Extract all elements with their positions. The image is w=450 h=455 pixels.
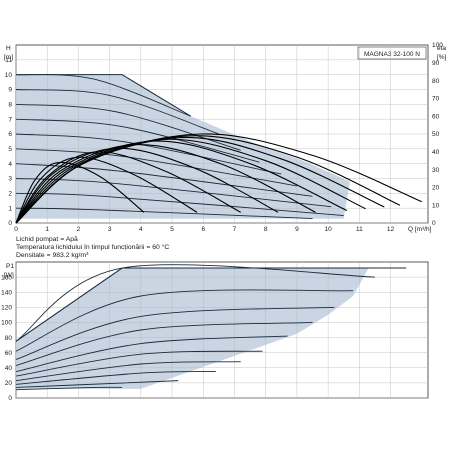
x-tick-label: 11 bbox=[356, 226, 363, 233]
x-tick-label: 6 bbox=[201, 226, 205, 233]
y2-axis-unit-eta: [%] bbox=[437, 54, 447, 61]
efficiency-curve bbox=[15, 151, 241, 224]
y-axis-symbol-p1: P1 bbox=[6, 263, 14, 270]
y-tick-label: 100 bbox=[1, 320, 12, 327]
y-tick-label: 160 bbox=[1, 274, 12, 281]
y-tick-label: 6 bbox=[8, 131, 12, 138]
max-curve-line bbox=[16, 74, 192, 117]
efficiency-curve bbox=[15, 161, 145, 224]
y2-tick-label: 50 bbox=[432, 131, 440, 138]
head-curve bbox=[15, 118, 260, 163]
y2-axis-symbol-eta: eta bbox=[437, 45, 446, 52]
efficiency-curve bbox=[15, 140, 348, 224]
y-tick-label: 3 bbox=[8, 176, 12, 183]
power-curve bbox=[15, 264, 375, 342]
y-tick-label: 8 bbox=[8, 102, 12, 109]
power-curve bbox=[15, 306, 335, 360]
power-curve bbox=[15, 371, 216, 385]
x-tick-label: 0 bbox=[14, 226, 18, 233]
efficiency-curve bbox=[15, 138, 366, 224]
y-tick-label: 40 bbox=[5, 365, 13, 372]
x-tick-label: 8 bbox=[264, 226, 268, 233]
y2-tick-label: 90 bbox=[432, 60, 440, 67]
y-tick-label: 0 bbox=[8, 220, 12, 227]
x-tick-label: 4 bbox=[139, 226, 143, 233]
power-curve bbox=[15, 386, 123, 391]
power-curve bbox=[15, 335, 288, 372]
y-tick-label: 2 bbox=[8, 191, 12, 198]
y2-tick-label: 0 bbox=[432, 220, 436, 227]
y2-tick-label: 70 bbox=[432, 96, 440, 103]
x-tick-label: 7 bbox=[233, 226, 237, 233]
efficiency-curve bbox=[15, 144, 316, 224]
head-operating-area bbox=[16, 74, 350, 219]
x-tick-label: 5 bbox=[170, 226, 174, 233]
power-curve bbox=[15, 321, 313, 366]
x-tick-label: 9 bbox=[295, 226, 299, 233]
y-axis-unit-p1: [W] bbox=[4, 272, 14, 279]
efficiency-curve bbox=[15, 147, 279, 224]
head-curve bbox=[15, 89, 220, 135]
x-tick-label: 10 bbox=[325, 226, 333, 233]
y-tick-label: 140 bbox=[1, 289, 12, 296]
x-tick-label: 2 bbox=[77, 226, 81, 233]
efficiency-curve bbox=[15, 156, 198, 224]
y-tick-label: 4 bbox=[8, 161, 12, 168]
x-tick-label: 12 bbox=[387, 226, 395, 233]
y2-tick-label: 10 bbox=[432, 202, 440, 209]
y-tick-label: 10 bbox=[5, 72, 13, 79]
power-curve bbox=[15, 361, 241, 382]
y-tick-label: 7 bbox=[8, 116, 12, 123]
bottom-chart-plot: 0 20 40 60 80 100 120 140 160 bbox=[1, 262, 428, 402]
y-tick-label: 0 bbox=[8, 395, 12, 402]
head-curve bbox=[15, 133, 282, 175]
efficiency-curve bbox=[15, 136, 385, 224]
x-axis-label: Q [m³/h] bbox=[408, 226, 432, 233]
y2-tick-label: 80 bbox=[432, 78, 440, 85]
y2-tick-label: 20 bbox=[432, 185, 440, 192]
note-density: Densitate = 983.2 kg/m³ bbox=[16, 252, 89, 259]
y-tick-label: 1 bbox=[8, 205, 12, 212]
head-curve bbox=[15, 178, 332, 208]
y-tick-label: 9 bbox=[8, 87, 12, 94]
power-curve bbox=[15, 350, 263, 377]
y-tick-label: 5 bbox=[8, 146, 12, 153]
y2-tick-label: 100 bbox=[432, 42, 443, 49]
x-tick-label: 3 bbox=[108, 226, 112, 233]
y-axis-symbol-h: H bbox=[6, 45, 11, 52]
y-tick-label: 120 bbox=[1, 305, 12, 312]
head-curve bbox=[15, 163, 313, 197]
y2-tick-label: 30 bbox=[432, 167, 440, 174]
note-fluid: Lichid pompat = Apă bbox=[16, 236, 78, 243]
power-curve bbox=[15, 380, 179, 388]
model-box bbox=[357, 46, 427, 60]
max-power-line bbox=[15, 267, 407, 342]
y-tick-label: 80 bbox=[5, 335, 13, 342]
power-curve bbox=[15, 289, 354, 352]
head-curve bbox=[15, 207, 313, 219]
y-axis-unit-h: [m] bbox=[4, 54, 13, 61]
y-tick-label: 60 bbox=[5, 350, 13, 357]
note-temperature: Temperatura lichidului în timpul funcțio… bbox=[16, 243, 169, 251]
x-tick-label: 1 bbox=[45, 226, 49, 233]
y2-tick-label: 60 bbox=[432, 113, 440, 120]
chart-title: MAGNA3 32-100 N bbox=[364, 51, 420, 58]
y-tick-label: 11 bbox=[5, 57, 12, 64]
y-tick-label: 20 bbox=[5, 380, 13, 387]
power-operating-area bbox=[16, 268, 369, 389]
head-curve bbox=[15, 103, 241, 151]
y2-tick-label: 40 bbox=[432, 149, 440, 156]
